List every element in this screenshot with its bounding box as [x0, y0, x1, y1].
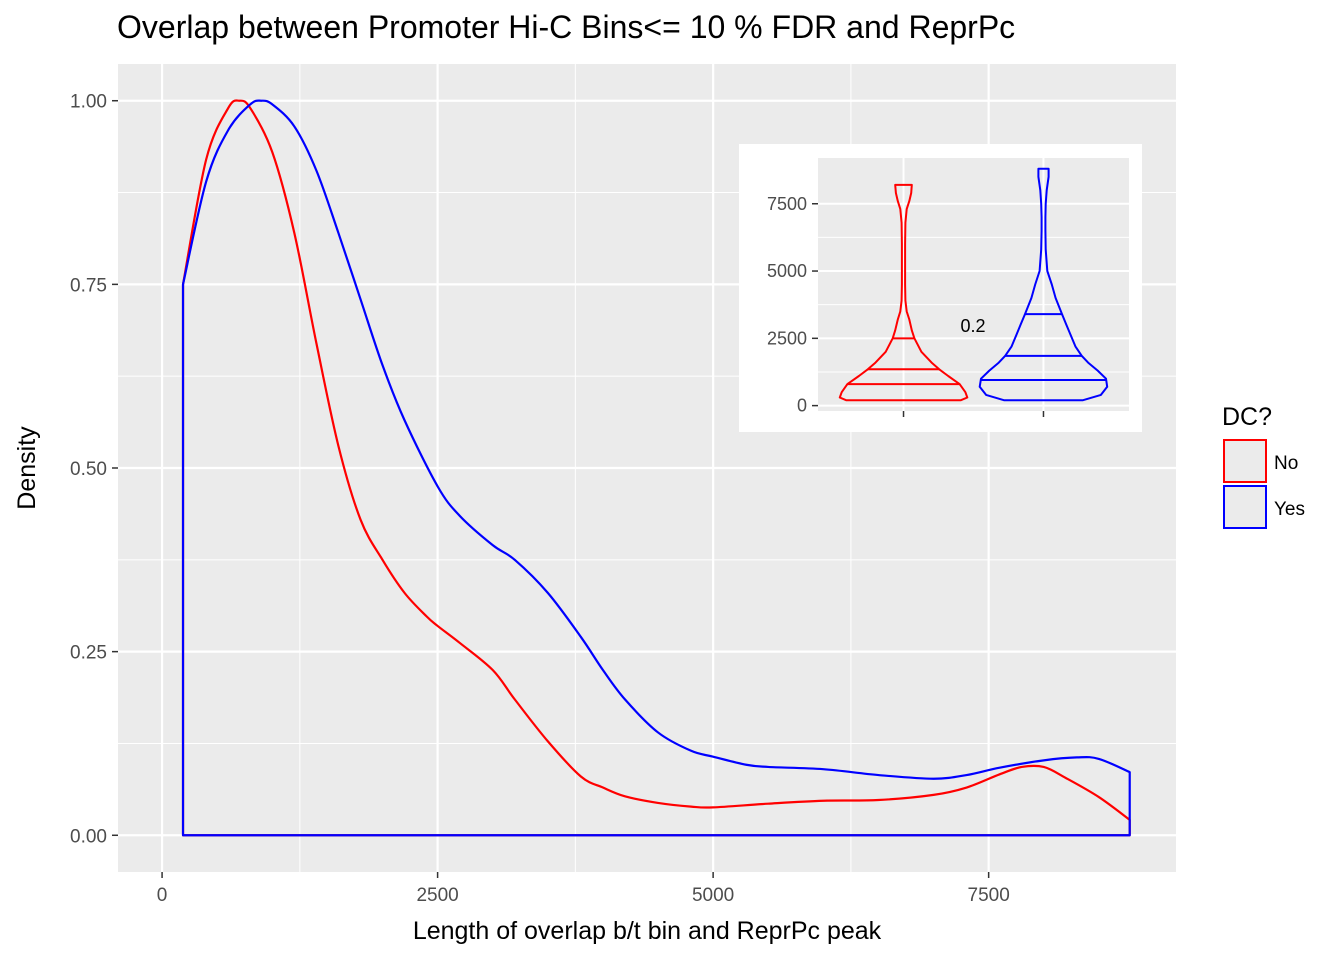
legend-key-yes [1223, 485, 1267, 529]
y-tick-label: 0.75 [70, 275, 107, 296]
inset-axes: 0 2500 5000 7500 [767, 194, 1045, 417]
x-tick-label: 2500 [416, 885, 458, 906]
violin-no [838, 183, 969, 402]
x-tick-label: 0 [157, 885, 168, 906]
y-axis-title: Density [13, 426, 41, 510]
main-axes: 0 2500 5000 7500 0.00 0.25 0.50 0.75 1.00 [70, 92, 1010, 906]
density-curve-no [181, 99, 1131, 837]
legend-key-no [1223, 439, 1267, 483]
legend-label-yes: Yes [1274, 499, 1305, 520]
main-plot-marks [181, 99, 1131, 837]
inset-y-tick-label: 2500 [767, 328, 807, 348]
y-tick-label: 0.25 [70, 643, 107, 664]
inset-annotation: 0.2 [960, 316, 985, 336]
y-tick-label: 1.00 [70, 92, 107, 113]
legend-title: DC? [1222, 403, 1272, 431]
density-curve-yes [181, 99, 1131, 837]
x-tick-label: 7500 [968, 885, 1010, 906]
x-tick-label: 5000 [692, 885, 734, 906]
y-tick-label: 0.50 [70, 459, 107, 480]
legend: DC? No Yes [1222, 403, 1305, 529]
inset-y-tick-label: 5000 [767, 261, 807, 281]
x-axis-title: Length of overlap b/t bin and ReprPc pea… [413, 917, 882, 945]
inset-plot-panel [818, 158, 1129, 411]
chart-title: Overlap between Promoter Hi-C Bins<= 10 … [117, 9, 1015, 45]
inset-y-tick-label: 7500 [767, 194, 807, 214]
inset-grid [818, 158, 1129, 411]
legend-label-no: No [1274, 453, 1298, 474]
violin-yes [978, 167, 1109, 402]
inset-violin-marks [838, 167, 1109, 402]
inset-y-tick-label: 0 [797, 396, 807, 416]
y-tick-label: 0.00 [70, 826, 107, 847]
